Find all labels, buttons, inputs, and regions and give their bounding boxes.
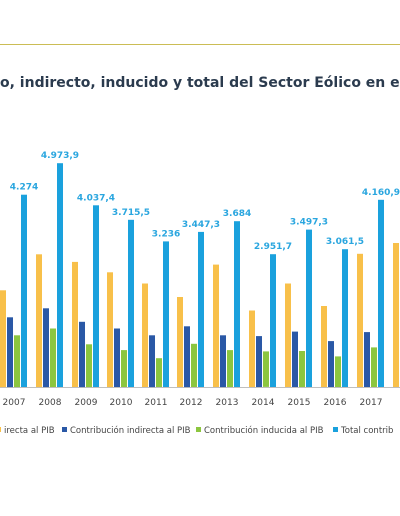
tick-label-2017: 2017 <box>360 398 383 408</box>
bar-2010-s1 <box>107 272 113 388</box>
legend-swatch-3 <box>196 427 201 432</box>
legend-swatch-2 <box>62 427 67 432</box>
bar-2009-s3 <box>86 344 92 388</box>
bar-2011-s2 <box>149 335 155 388</box>
bar-2013-s4 <box>234 221 240 387</box>
bar-2008-s2 <box>43 308 49 388</box>
bar-2015-s4 <box>306 229 312 387</box>
bar-2015-s1 <box>285 283 291 387</box>
tick-label-2008: 2008 <box>39 398 62 408</box>
bar-2007-s1 <box>0 290 6 388</box>
top-divider <box>0 44 400 45</box>
tick-label-2011: 2011 <box>145 398 168 408</box>
total-label-2014: 2.951,7 <box>254 242 292 252</box>
total-label-2013: 3.684 <box>223 209 251 219</box>
legend-label-3: Contribución inducida al PIB <box>204 425 324 436</box>
bar-2011-s4 <box>163 241 169 387</box>
total-label-2017: 4.160,9 <box>362 188 400 198</box>
bar-2008-s1 <box>36 254 42 388</box>
bar-2007-s4 <box>21 194 27 387</box>
bar-2016-s3 <box>335 356 341 387</box>
bar-2007-s2 <box>7 317 13 388</box>
bar-2017-s4 <box>378 199 384 387</box>
total-label-2011: 3.236 <box>152 229 180 239</box>
bar-2009-s2 <box>79 321 85 388</box>
bar-2016-s1 <box>321 306 327 387</box>
bar-2009-s4 <box>93 205 99 387</box>
tick-label-2009: 2009 <box>75 398 98 408</box>
bar-2007-s3 <box>14 335 20 388</box>
tick-label-2010: 2010 <box>110 398 133 408</box>
legend-label-4: Total contrib <box>340 426 393 436</box>
legend-swatch-4 <box>333 427 338 432</box>
bar-2015-s3 <box>299 351 305 387</box>
bar-2014-s1 <box>249 310 255 387</box>
bar-2010-s3 <box>121 350 127 387</box>
bar-2008-s4 <box>57 163 63 387</box>
bar-2012-s3 <box>191 343 197 387</box>
tick-label-2007: 2007 <box>3 398 26 408</box>
bar-2014-s2 <box>256 336 262 387</box>
bar-2017-s3 <box>371 347 377 387</box>
bar-2015-s2 <box>292 331 298 387</box>
bar-2012-s1 <box>177 297 183 387</box>
bar-2012-s2 <box>184 326 190 388</box>
total-label-2008: 4.973,9 <box>41 151 79 161</box>
tick-label-2016: 2016 <box>324 398 347 408</box>
bar-2013-s1 <box>213 264 219 387</box>
total-label-2009: 4.037,4 <box>77 193 115 203</box>
total-label-2015: 3.497,3 <box>290 218 328 228</box>
total-label-2012: 3.447,3 <box>182 220 220 230</box>
legend-label-1: irecta al PIB <box>4 426 55 436</box>
bar-2014-s4 <box>270 254 276 387</box>
total-label-2016: 3.061,5 <box>326 237 364 247</box>
bar-2009-s1 <box>72 261 78 387</box>
legend-label-2: Contribución indirecta al PIB <box>70 425 191 436</box>
total-label-2010: 3.715,5 <box>112 208 150 218</box>
bar-2011-s1 <box>142 283 148 387</box>
bar-2010-s4 <box>128 219 134 387</box>
tick-label-2014: 2014 <box>252 398 275 408</box>
tick-label-2015: 2015 <box>288 398 311 408</box>
legend-swatch-1 <box>0 427 1 432</box>
bar-2016-s4 <box>342 249 348 387</box>
chart-title: o, indirecto, inducido y total del Secto… <box>0 75 400 91</box>
tick-label-2012: 2012 <box>180 398 203 408</box>
bar-2011-s3 <box>156 358 162 387</box>
bar-2013-s3 <box>227 350 233 387</box>
bar-2010-s2 <box>114 328 120 387</box>
bar-2012-s4 <box>198 231 204 387</box>
bar-2017-s1 <box>357 253 363 387</box>
bar-2008-s3 <box>50 328 56 387</box>
bar-2016-s2 <box>328 341 334 387</box>
bar-2013-s2 <box>220 335 226 388</box>
total-label-2007: 4.274 <box>10 183 38 193</box>
bar-2014-s3 <box>263 351 269 387</box>
bar-2017-s2 <box>364 332 370 387</box>
bar-2018-s1 <box>393 243 399 387</box>
tick-label-2013: 2013 <box>216 398 239 408</box>
